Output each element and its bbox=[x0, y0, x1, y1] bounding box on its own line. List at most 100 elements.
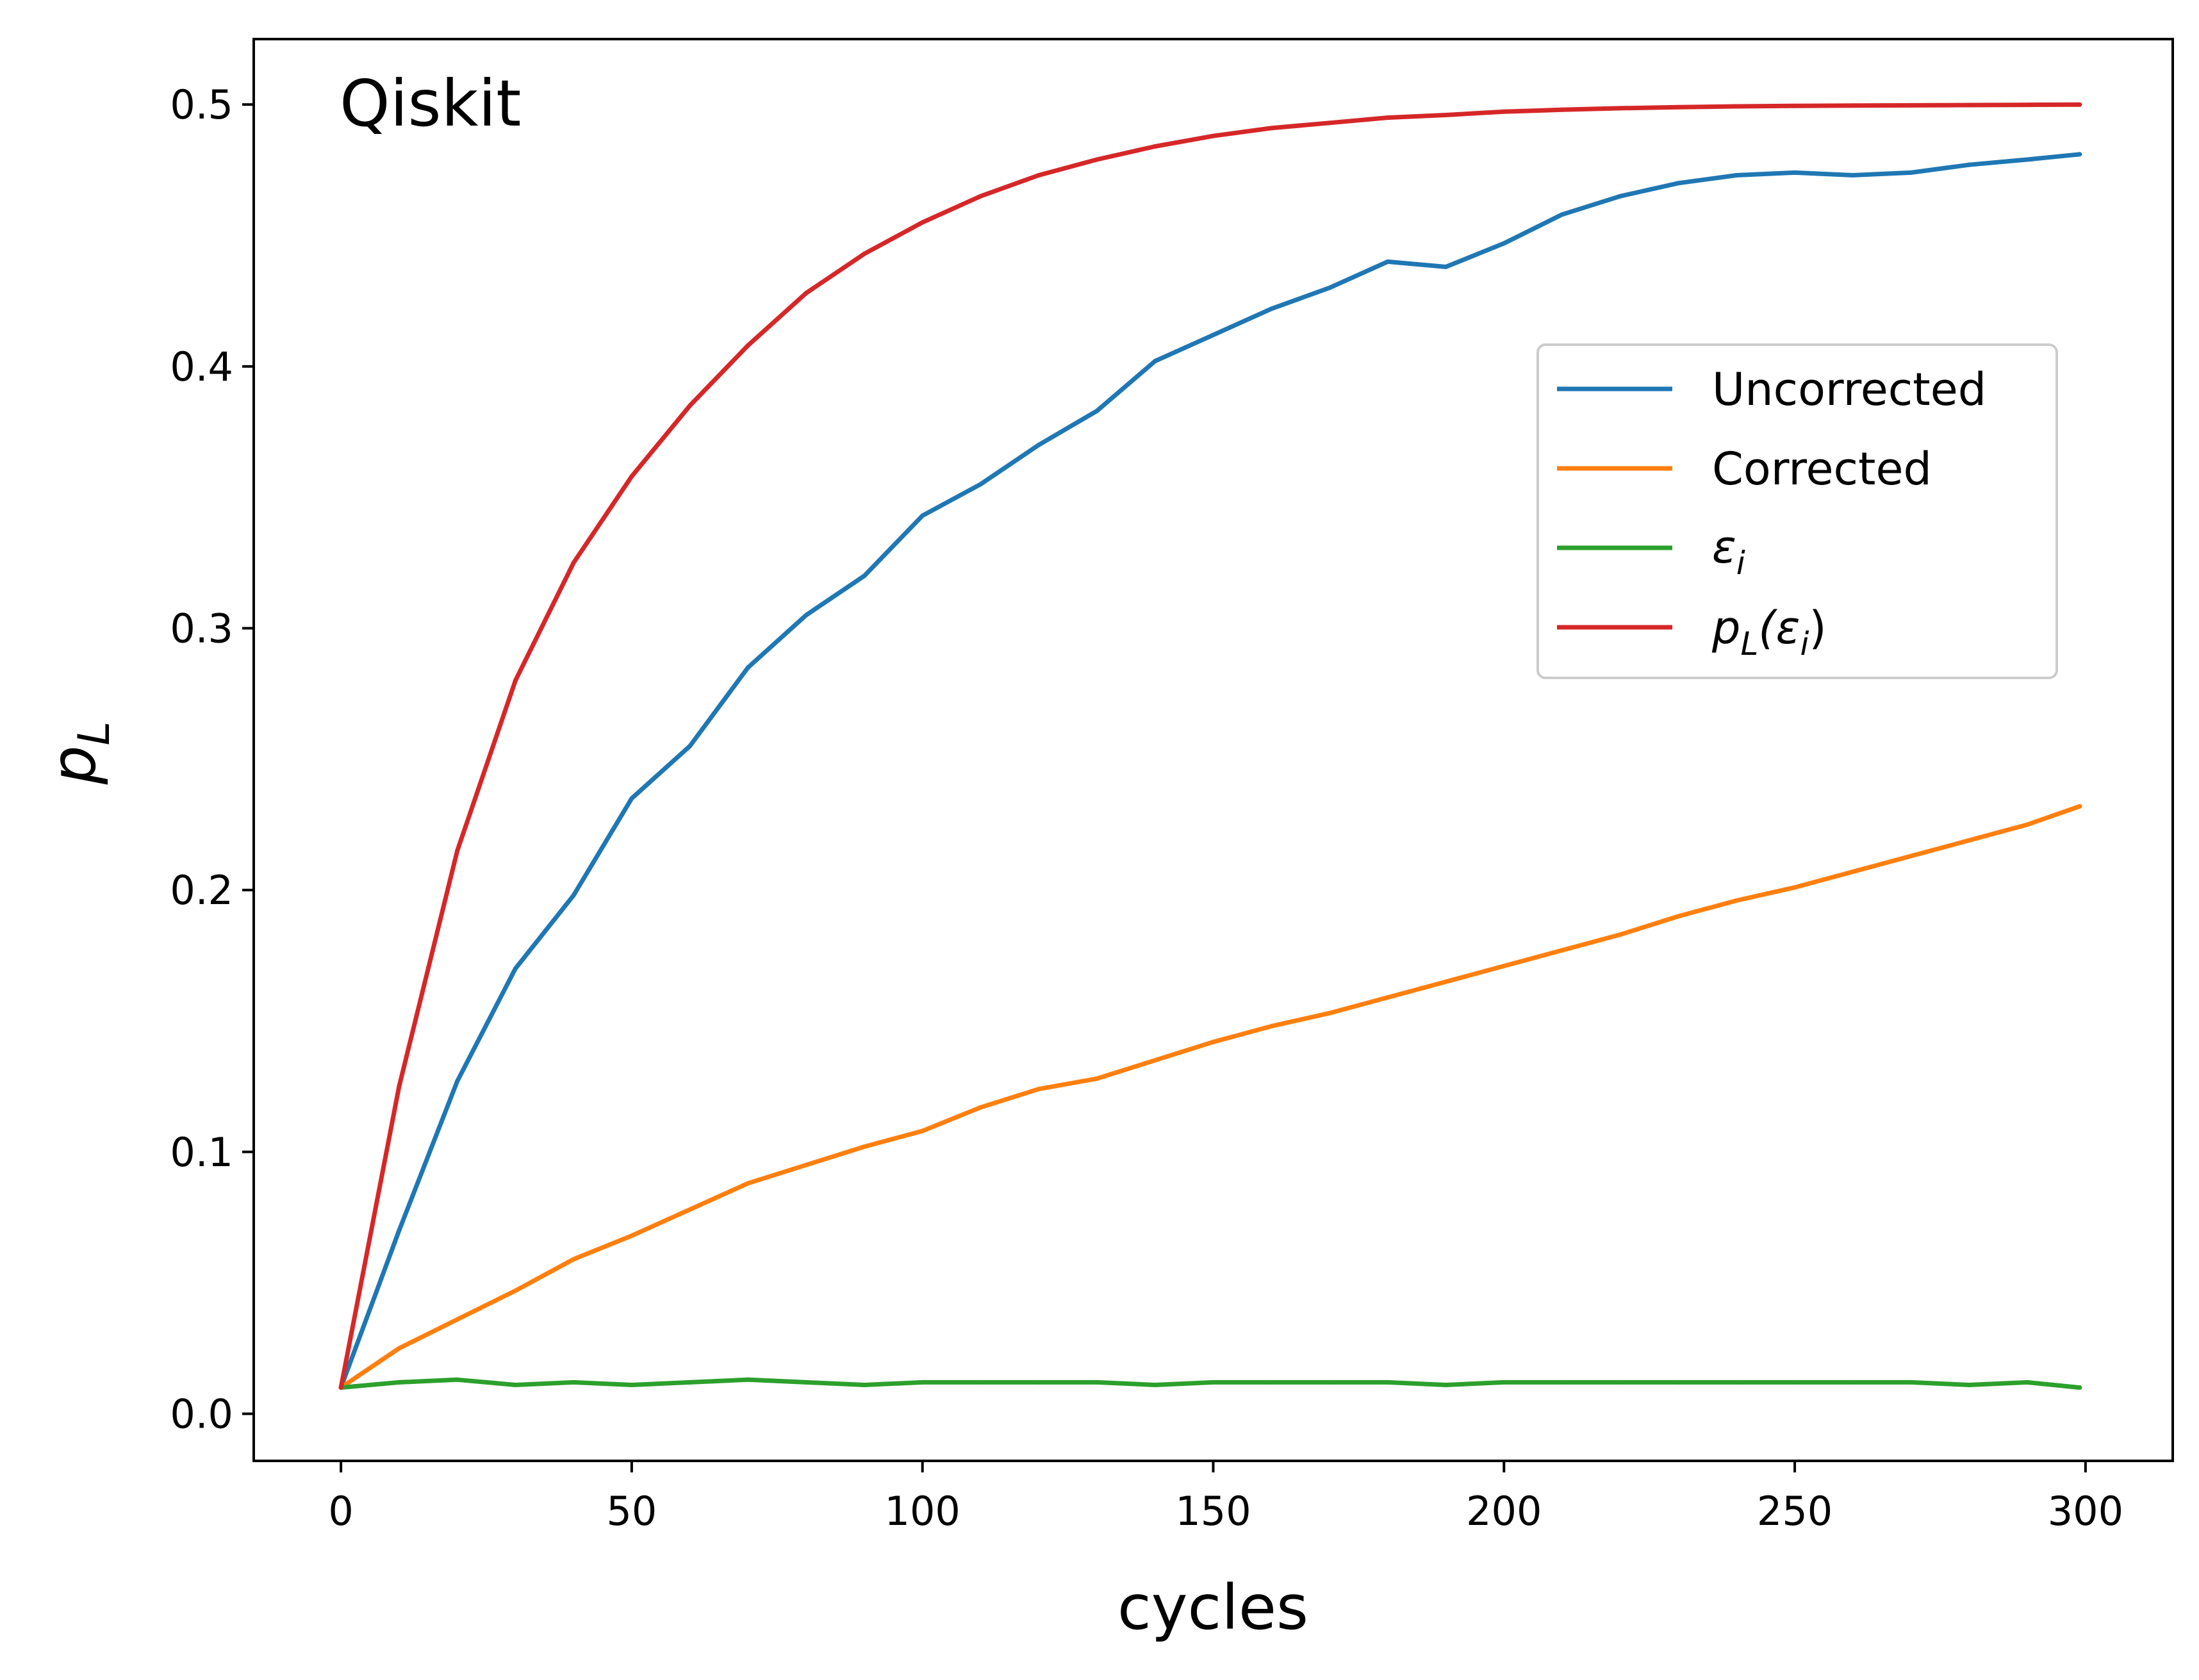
y-axis-title-sub: L bbox=[69, 721, 120, 746]
y-tick-label: 0.4 bbox=[170, 343, 233, 390]
data-point-epsilon-i bbox=[1036, 1379, 1041, 1385]
data-point-corrected bbox=[455, 1317, 460, 1322]
data-point-p-l-epsilon-i bbox=[397, 1084, 402, 1089]
data-point-uncorrected bbox=[803, 613, 809, 618]
data-point-corrected bbox=[745, 1181, 750, 1186]
x-tick-label: 50 bbox=[606, 1488, 657, 1535]
data-point-uncorrected bbox=[2025, 157, 2030, 162]
y-tick-label: 0.5 bbox=[170, 81, 233, 128]
data-point-p-l-epsilon-i bbox=[1618, 106, 1623, 111]
data-point-uncorrected bbox=[1153, 359, 1158, 364]
data-point-p-l-epsilon-i bbox=[1036, 173, 1041, 177]
y-axis: 0.0 0.1 0.2 0.3 0.4 0.5 bbox=[170, 81, 254, 1437]
data-point-p-l-epsilon-i bbox=[1269, 126, 1274, 131]
data-point-uncorrected bbox=[862, 573, 867, 579]
data-point-epsilon-i bbox=[1444, 1383, 1448, 1387]
data-point-epsilon-i bbox=[1501, 1379, 1506, 1385]
data-point-uncorrected bbox=[1269, 306, 1274, 311]
x-axis-title: cycles bbox=[1117, 1572, 1308, 1643]
legend-label-uncorrected: Uncorrected bbox=[1712, 363, 1986, 416]
data-point-uncorrected bbox=[688, 743, 693, 748]
data-point-corrected bbox=[1036, 1087, 1041, 1092]
data-point-epsilon-i bbox=[1618, 1379, 1623, 1385]
data-point-uncorrected bbox=[1850, 173, 1856, 177]
data-point-p-l-epsilon-i bbox=[1501, 109, 1506, 114]
data-point-corrected bbox=[862, 1144, 867, 1149]
data-point-corrected bbox=[2025, 822, 2030, 827]
data-point-epsilon-i bbox=[1211, 1379, 1215, 1385]
data-point-p-l-epsilon-i bbox=[629, 474, 634, 479]
legend-pl-tail: (ε bbox=[1758, 602, 1800, 654]
y-tick-label: 0.2 bbox=[170, 867, 233, 914]
data-point-epsilon-i bbox=[745, 1377, 750, 1382]
x-tick-label: 0 bbox=[328, 1488, 353, 1535]
data-point-p-l-epsilon-i bbox=[1966, 103, 1972, 108]
data-point-corrected bbox=[571, 1256, 576, 1262]
data-point-p-l-epsilon-i bbox=[803, 290, 809, 295]
data-point-p-l-epsilon-i bbox=[920, 220, 925, 225]
data-point-corrected bbox=[397, 1346, 402, 1351]
data-point-epsilon-i bbox=[1792, 1379, 1797, 1385]
series-epsilon-i bbox=[338, 1377, 2082, 1390]
data-point-epsilon-i bbox=[2077, 1385, 2082, 1390]
series-line-corrected bbox=[338, 803, 2082, 1390]
data-point-p-l-epsilon-i bbox=[1444, 113, 1448, 117]
legend-label-corrected: Corrected bbox=[1712, 443, 1932, 495]
data-point-uncorrected bbox=[1560, 212, 1565, 217]
legend-box bbox=[1536, 343, 2058, 679]
legend-epsilon-sub: i bbox=[1736, 545, 1745, 582]
data-point-corrected bbox=[1966, 838, 1972, 843]
data-point-corrected bbox=[920, 1128, 925, 1133]
data-point-uncorrected bbox=[397, 1228, 402, 1233]
data-point-corrected bbox=[1501, 964, 1506, 969]
x-tick-label: 150 bbox=[1175, 1488, 1251, 1535]
data-point-p-l-epsilon-i bbox=[571, 560, 576, 565]
legend-pl-sub: L bbox=[1740, 625, 1758, 663]
data-point-epsilon-i bbox=[1850, 1379, 1856, 1385]
data-point-epsilon-i bbox=[1385, 1379, 1390, 1385]
legend-label-pl-epsilon: pL(εi) bbox=[1711, 602, 1827, 663]
data-point-epsilon-i bbox=[920, 1379, 925, 1385]
data-point-uncorrected bbox=[1327, 285, 1332, 290]
data-point-epsilon-i bbox=[978, 1379, 983, 1385]
data-point-epsilon-i bbox=[1153, 1383, 1158, 1387]
data-point-corrected bbox=[1734, 898, 1739, 903]
data-point-corrected bbox=[629, 1233, 634, 1239]
data-point-epsilon-i bbox=[629, 1383, 634, 1387]
data-point-epsilon-i bbox=[1269, 1379, 1274, 1385]
data-point-uncorrected bbox=[978, 482, 983, 487]
data-point-epsilon-i bbox=[455, 1377, 460, 1382]
data-point-corrected bbox=[1211, 1039, 1215, 1044]
y-tick-label: 0.0 bbox=[170, 1390, 233, 1437]
x-tick-label: 250 bbox=[1757, 1488, 1832, 1535]
data-point-p-l-epsilon-i bbox=[1792, 103, 1797, 108]
data-point-uncorrected bbox=[455, 1078, 460, 1083]
data-point-uncorrected bbox=[513, 966, 518, 971]
data-point-uncorrected bbox=[1966, 162, 1972, 167]
data-point-uncorrected bbox=[1501, 241, 1506, 246]
data-point-p-l-epsilon-i bbox=[1327, 120, 1332, 126]
series-line-uncorrected bbox=[338, 152, 2082, 1390]
data-point-p-l-epsilon-i bbox=[1734, 104, 1739, 109]
data-point-corrected bbox=[1385, 995, 1390, 1000]
data-point-uncorrected bbox=[1094, 408, 1100, 413]
data-point-corrected bbox=[1676, 914, 1681, 919]
data-point-corrected bbox=[1850, 869, 1856, 874]
data-point-corrected bbox=[1444, 979, 1448, 984]
annotation-label: Qiskit bbox=[340, 66, 522, 141]
legend-label-epsilon: εi bbox=[1712, 521, 1745, 582]
data-point-corrected bbox=[1909, 853, 1914, 859]
data-point-p-l-epsilon-i bbox=[513, 678, 518, 683]
legend-pl-main: p bbox=[1711, 602, 1740, 654]
data-point-corrected bbox=[1327, 1010, 1332, 1016]
data-point-uncorrected bbox=[920, 513, 925, 518]
data-point-p-l-epsilon-i bbox=[745, 343, 750, 348]
data-point-uncorrected bbox=[1211, 333, 1215, 338]
data-point-corrected bbox=[803, 1162, 809, 1167]
series-uncorrected bbox=[338, 152, 2082, 1390]
data-point-uncorrected bbox=[571, 893, 576, 898]
legend-epsilon-main: ε bbox=[1712, 521, 1736, 573]
y-tick-label: 0.1 bbox=[170, 1129, 233, 1176]
legend: Uncorrected Corrected εi pL(εi) bbox=[1536, 343, 2058, 679]
